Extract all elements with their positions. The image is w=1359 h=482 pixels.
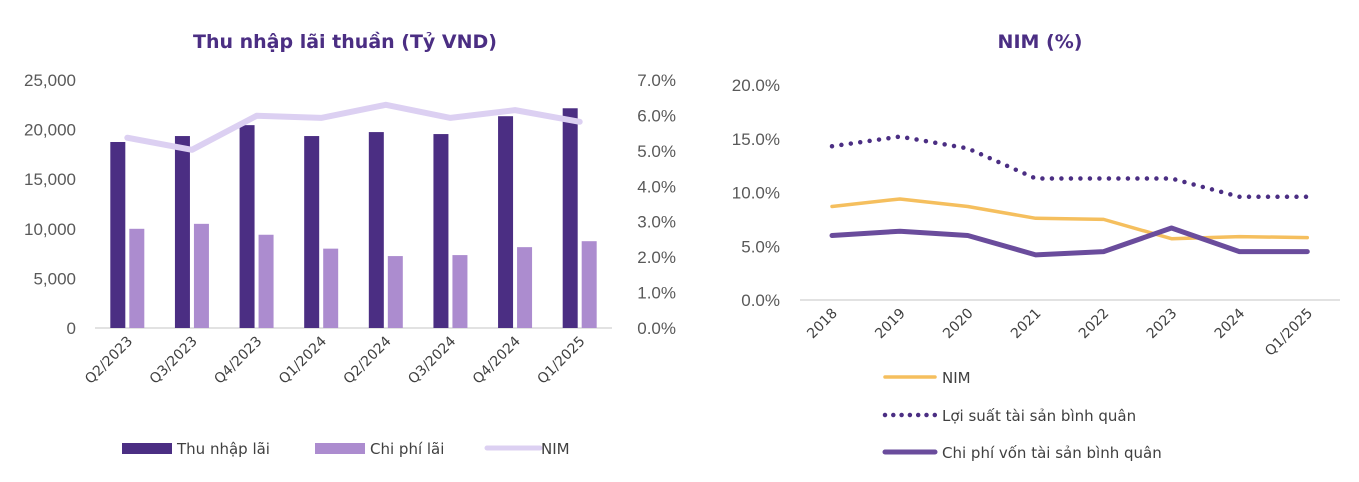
bar-thu-nhap-lai bbox=[368, 132, 384, 328]
x-tick-label: 2021 bbox=[1008, 306, 1045, 343]
x-tick-label: 2019 bbox=[872, 306, 909, 343]
x-tick-label: Q1/2025 bbox=[1262, 306, 1316, 360]
y-tick-label: 10,000 bbox=[24, 220, 76, 239]
bar-chi-phi-lai bbox=[517, 247, 533, 328]
y2-tick-label: 3.0% bbox=[637, 213, 676, 232]
x-tick-label: Q1/2024 bbox=[276, 333, 330, 387]
y-tick-label: 0.0% bbox=[741, 291, 780, 310]
x-tick-label: Q3/2023 bbox=[147, 334, 201, 388]
bar-thu-nhap-lai bbox=[433, 134, 449, 328]
y2-tick-label: 1.0% bbox=[637, 284, 676, 303]
legend-label: Chi phí lãi bbox=[370, 440, 444, 458]
legend: Thu nhập lãi Chi phí lãi NIM bbox=[122, 440, 570, 458]
y-tick-label: 5.0% bbox=[741, 237, 780, 256]
legend-label: Lợi suất tài sản bình quân bbox=[942, 407, 1136, 425]
x-tick-label: 2018 bbox=[804, 306, 841, 343]
nim-line bbox=[124, 101, 583, 153]
x-tick-label: Q1/2025 bbox=[535, 334, 589, 388]
y-axis: 0.0% 5.0% 10.0% 15.0% 20.0% bbox=[732, 76, 780, 310]
legend-swatch-chi-phi-lai bbox=[315, 443, 365, 454]
x-tick-label: 2024 bbox=[1212, 305, 1249, 342]
y2-tick-label: 6.0% bbox=[637, 106, 676, 125]
x-tick-label: 2023 bbox=[1144, 306, 1181, 343]
bar-thu-nhap-lai bbox=[239, 125, 255, 328]
bar-chi-phi-lai bbox=[193, 223, 209, 328]
line-nim bbox=[830, 197, 1310, 241]
legend-label: Chi phí vốn tài sản bình quân bbox=[942, 444, 1162, 462]
y-tick-label: 15,000 bbox=[24, 170, 76, 189]
legend-label: Thu nhập lãi bbox=[176, 440, 270, 458]
y-tick-label: 5,000 bbox=[33, 269, 76, 288]
bar-thu-nhap-lai bbox=[562, 108, 578, 328]
x-tick-label: Q4/2023 bbox=[211, 334, 265, 388]
legend: NIM Lợi suất tài sản bình quân Chi phí vốn… bbox=[882, 369, 1162, 462]
y-tick-label: 0 bbox=[67, 319, 76, 338]
chart-title: NIM (%) bbox=[998, 31, 1083, 53]
line-nim bbox=[124, 101, 583, 153]
bar-thu-nhap-lai bbox=[110, 142, 126, 328]
y2-tick-label: 0.0% bbox=[637, 319, 676, 338]
bar-chi-phi-lai bbox=[323, 248, 339, 328]
bar-chi-phi-lai bbox=[581, 241, 597, 328]
left-y-axis: 0 5,000 10,000 15,000 20,000 25,000 bbox=[24, 71, 76, 338]
x-tick-label: Q3/2024 bbox=[405, 333, 459, 387]
x-tick-label: Q2/2023 bbox=[82, 334, 136, 388]
y-tick-label: 15.0% bbox=[732, 130, 780, 149]
x-tick-label: 2022 bbox=[1076, 306, 1113, 343]
line-chi-phi-von-tai-san-binh-quan bbox=[829, 225, 1310, 258]
legend-label: NIM bbox=[541, 440, 570, 458]
x-tick-label: Q4/2024 bbox=[470, 333, 524, 387]
nim-chart: NIM (%) 0.0% 5.0% 10.0% 15.0% 20.0% 2018 2019… bbox=[732, 31, 1340, 462]
right-y-axis: 0.0% 1.0% 2.0% 3.0% 4.0% 5.0% 6.0% 7.0% bbox=[637, 71, 676, 338]
bar-thu-nhap-lai bbox=[174, 136, 190, 328]
y2-tick-label: 7.0% bbox=[637, 71, 676, 90]
y-tick-label: 25,000 bbox=[24, 71, 76, 90]
net-interest-income-chart: Thu nhập lãi thuần (Tỷ VND) 0 5,000 10,000… bbox=[24, 30, 676, 458]
bar-thu-nhap-lai bbox=[304, 136, 320, 328]
bar-thu-nhap-lai bbox=[498, 116, 514, 328]
legend-label: NIM bbox=[942, 369, 971, 387]
y-tick-label: 20.0% bbox=[732, 76, 780, 95]
bar-chi-phi-lai bbox=[258, 234, 274, 328]
y-tick-label: 10.0% bbox=[732, 184, 780, 203]
x-axis: Q2/2023 Q3/2023 Q4/2023 Q1/2024 Q2/2024 Q3/20… bbox=[82, 333, 588, 387]
y2-tick-label: 4.0% bbox=[637, 177, 676, 196]
x-tick-label: Q2/2024 bbox=[341, 333, 395, 387]
bar-chi-phi-lai bbox=[452, 255, 468, 328]
bar-chi-phi-lai bbox=[387, 256, 403, 328]
y2-tick-label: 2.0% bbox=[637, 248, 676, 267]
series-lines bbox=[829, 134, 1310, 258]
y-tick-label: 20,000 bbox=[24, 121, 76, 140]
bar-chi-phi-lai bbox=[129, 228, 145, 328]
x-axis: 2018 2019 2020 2021 2022 2023 2024 Q1/2025 bbox=[804, 305, 1316, 359]
y2-tick-label: 5.0% bbox=[637, 142, 676, 161]
bars bbox=[110, 108, 597, 328]
legend-swatch-thu-nhap-lai bbox=[122, 443, 172, 454]
x-tick-label: 2020 bbox=[940, 306, 977, 343]
line-loi-suat-tai-san-binh-quan bbox=[829, 134, 1310, 200]
chart-title: Thu nhập lãi thuần (Tỷ VND) bbox=[193, 30, 497, 53]
